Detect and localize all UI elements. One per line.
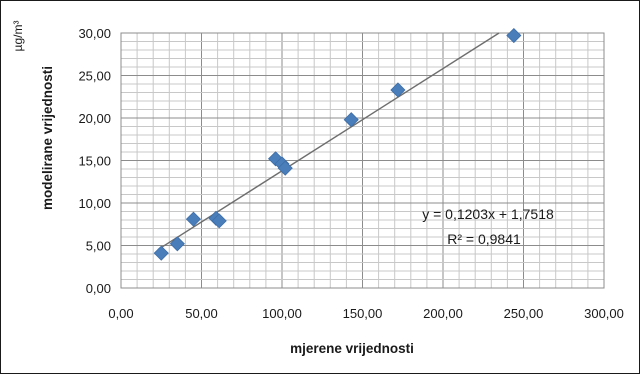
y-tick-label: 25,00 xyxy=(78,69,111,84)
data-points xyxy=(153,27,522,261)
y-tick-label: 5,00 xyxy=(86,239,111,254)
x-tick-label: 300,00 xyxy=(584,306,624,321)
x-tick-label: 100,00 xyxy=(262,306,302,321)
data-point xyxy=(343,112,359,128)
y-tick-label: 15,00 xyxy=(78,154,111,169)
data-point xyxy=(153,245,169,261)
r-squared-label: R² = 0,9841 xyxy=(447,231,521,247)
y-tick-labels: 0,00 5,00 10,00 15,00 20,00 25,00 30,00 xyxy=(78,26,111,296)
data-point xyxy=(169,236,185,252)
y-axis-title: modelirane vrijednosti xyxy=(40,66,55,210)
y-tick-label: 10,00 xyxy=(78,196,111,211)
x-tick-label: 0,00 xyxy=(108,306,133,321)
y-tick-label: 30,00 xyxy=(78,26,111,41)
data-point xyxy=(211,213,227,229)
x-tick-label: 50,00 xyxy=(185,306,218,321)
data-point xyxy=(185,211,202,227)
x-tick-label: 250,00 xyxy=(504,306,544,321)
x-tick-label: 200,00 xyxy=(423,306,463,321)
y-axis-unit: µg/m³ xyxy=(11,21,25,52)
x-tick-labels: 0,00 50,00 100,00 150,00 200,00 250,00 300,00 xyxy=(108,306,624,321)
data-point xyxy=(277,160,293,176)
y-tick-label: 20,00 xyxy=(78,111,111,126)
x-tick-label: 150,00 xyxy=(343,306,383,321)
x-axis-title: mjerene vrijednosti xyxy=(290,341,414,356)
data-point xyxy=(390,82,406,98)
y-tick-label: 0,00 xyxy=(86,281,111,296)
grid-lines xyxy=(120,32,605,289)
data-point xyxy=(506,27,522,44)
plot-area-border xyxy=(120,32,605,289)
trendline-equation: y = 0,1203x + 1,7518 xyxy=(422,206,554,222)
